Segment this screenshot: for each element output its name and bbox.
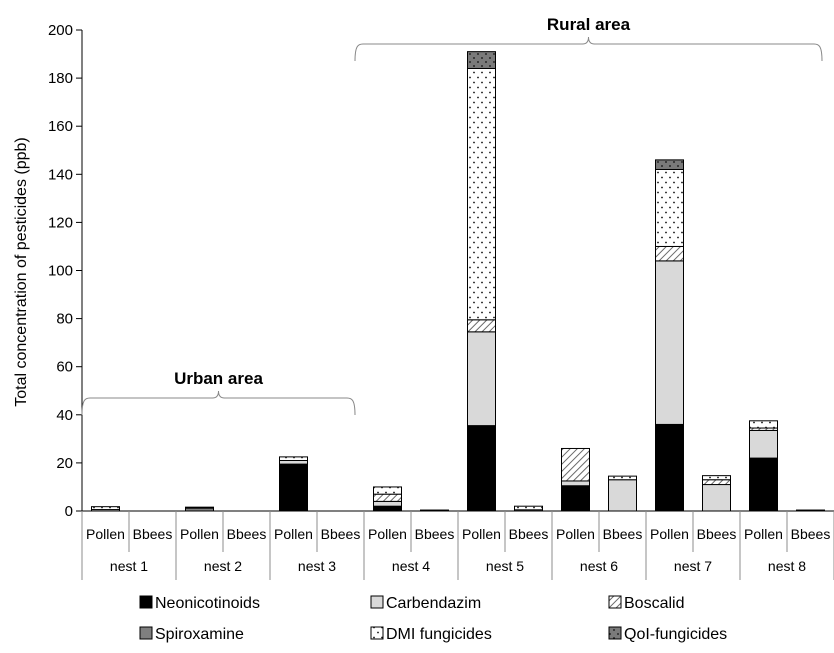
- bar-segment: [749, 457, 778, 512]
- sample-type-label: Bbees: [227, 526, 267, 542]
- sample-type-label: Pollen: [180, 526, 219, 542]
- bar-segment: [749, 420, 778, 429]
- sample-type-label: Pollen: [556, 526, 595, 542]
- bar-segment: [655, 245, 684, 262]
- bar-segment: [655, 423, 684, 512]
- bar-segment: [702, 475, 731, 481]
- legend-swatch: [139, 595, 153, 609]
- y-tick-label: 0: [65, 503, 73, 520]
- y-tick-label: 160: [48, 118, 73, 135]
- y-axis-label: Total concentration of pesticides (ppb): [13, 137, 30, 406]
- bar-segment: [279, 463, 308, 512]
- sample-type-label: Bbees: [321, 526, 361, 542]
- bar-segment: [561, 447, 590, 482]
- sample-type-label: Bbees: [509, 526, 549, 542]
- sample-type-label: Bbees: [697, 526, 737, 542]
- bar-segment: [561, 485, 590, 512]
- bar-segment: [702, 479, 731, 486]
- legend-swatch: [370, 626, 384, 640]
- y-tick-label: 20: [56, 455, 73, 472]
- sample-type-label: Bbees: [133, 526, 173, 542]
- bar-segment: [373, 500, 402, 507]
- bar-segment: [467, 51, 496, 69]
- region-label: Urban area: [174, 369, 263, 388]
- sample-type-label: Bbees: [791, 526, 831, 542]
- legend-swatch: [139, 626, 153, 640]
- legend-swatch: [370, 595, 384, 609]
- sample-type-label: Pollen: [368, 526, 407, 542]
- nest-label: nest 8: [768, 558, 806, 574]
- bar-segment: [467, 331, 496, 427]
- y-tick-label: 180: [48, 70, 73, 87]
- bar-segment: [608, 475, 637, 481]
- y-tick-label: 80: [56, 311, 73, 328]
- region-brace: [354, 36, 823, 62]
- sample-type-label: Pollen: [274, 526, 313, 542]
- bar-segment: [373, 493, 402, 502]
- y-tick-label: 200: [48, 22, 73, 39]
- bar-segment: [749, 429, 778, 459]
- bar-segment: [467, 319, 496, 333]
- bar-segment: [655, 159, 684, 170]
- bar-segment: [279, 459, 308, 465]
- region-label: Rural area: [547, 15, 631, 34]
- bar-segment: [655, 168, 684, 247]
- region-brace: [81, 390, 356, 416]
- bar-segment: [373, 505, 402, 512]
- legend-swatch: [608, 626, 622, 640]
- bar-segment: [91, 506, 120, 511]
- bar-segment: [467, 67, 496, 321]
- sample-type-label: Pollen: [86, 526, 125, 542]
- sample-type-label: Pollen: [650, 526, 689, 542]
- bar-segment: [514, 505, 543, 511]
- nest-label: nest 6: [580, 558, 618, 574]
- nest-label: nest 1: [110, 558, 148, 574]
- bar-segment: [655, 260, 684, 425]
- legend-label: DMI fungicides: [386, 626, 492, 643]
- bar-segment: [279, 456, 308, 461]
- nest-label: nest 3: [298, 558, 336, 574]
- bar-segment: [185, 506, 214, 509]
- bar-segment: [467, 425, 496, 512]
- legend-label: Carbendazim: [386, 595, 481, 612]
- y-tick-label: 100: [48, 263, 73, 280]
- nest-label: nest 2: [204, 558, 242, 574]
- sample-type-label: Bbees: [603, 526, 643, 542]
- bar-segment: [608, 479, 637, 512]
- legend-swatch: [608, 595, 622, 609]
- y-tick-label: 140: [48, 166, 73, 183]
- nest-label: nest 7: [674, 558, 712, 574]
- legend-label: Neonicotinoids: [155, 595, 260, 612]
- nest-label: nest 5: [486, 558, 524, 574]
- bar-segment: [561, 480, 590, 487]
- bar-segment: [702, 484, 731, 512]
- bar-segment: [373, 486, 402, 495]
- legend-label: QoI-fungicides: [624, 626, 727, 643]
- sample-type-label: Bbees: [415, 526, 455, 542]
- legend-label: Spiroxamine: [155, 626, 244, 643]
- sample-type-label: Pollen: [462, 526, 501, 542]
- nest-label: nest 4: [392, 558, 430, 574]
- y-tick-label: 120: [48, 214, 73, 231]
- y-tick-label: 60: [56, 359, 73, 376]
- legend-label: Boscalid: [624, 595, 684, 612]
- y-tick-label: 40: [56, 407, 73, 424]
- sample-type-label: Pollen: [744, 526, 783, 542]
